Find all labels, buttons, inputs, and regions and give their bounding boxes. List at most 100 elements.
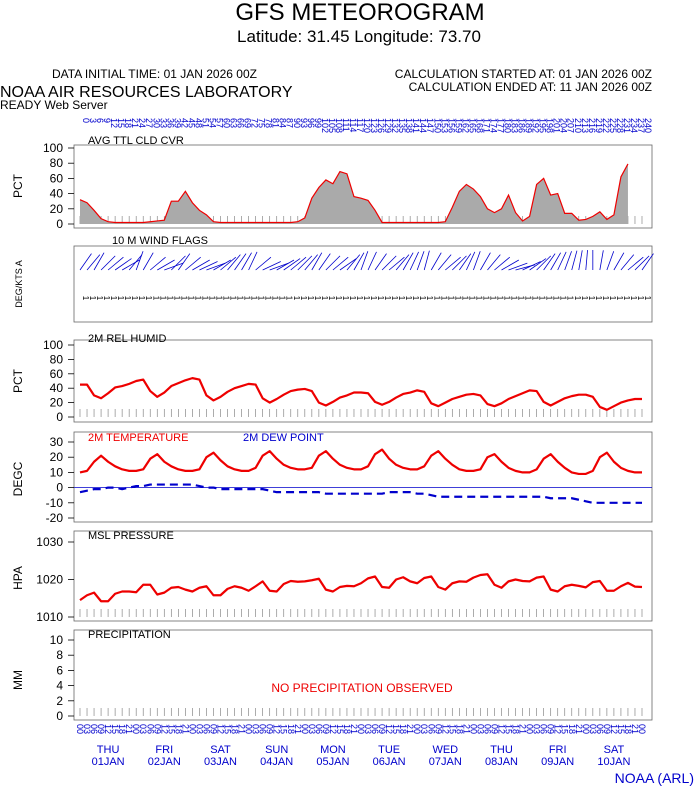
- pres-ytick-label: 1010: [36, 610, 63, 624]
- utc-hour-label: 00: [300, 724, 310, 734]
- wind-speed-label: 1: [517, 296, 526, 301]
- top-hour-label: 72: [250, 118, 260, 128]
- wind-flag: [606, 251, 615, 271]
- wind-flag: [473, 251, 481, 271]
- precip-panel-title: PRECIPITATION: [88, 629, 171, 641]
- wind-speed-label: 1: [109, 296, 118, 301]
- wind-speed-label: 1: [292, 296, 301, 301]
- wind-speed-label: 1: [467, 296, 476, 301]
- wind-flag: [564, 251, 572, 271]
- cloud-area: [80, 163, 628, 224]
- wind-flag: [423, 250, 430, 271]
- wind-flag: [416, 251, 425, 271]
- wind-flag: [409, 251, 419, 271]
- wind-speed-label: 1: [193, 296, 202, 301]
- wind-flag: [262, 261, 281, 271]
- rh-panel-title: 2M REL HUMID: [88, 333, 166, 345]
- wind-speed-label: 1: [643, 296, 652, 301]
- calc-started: CALCULATION STARTED AT: 01 JAN 2026 00Z: [395, 67, 652, 81]
- utc-hour-label: 09: [602, 724, 612, 734]
- day-weekday-label: FRI: [549, 744, 567, 756]
- top-hour-label: 135: [397, 118, 407, 133]
- cloud-ytick-label: 20: [50, 202, 64, 216]
- utc-hour-label: 03: [475, 724, 485, 734]
- bottom-time-axis: 0003060912151821000306091215182100030609…: [75, 724, 647, 768]
- wind-flag: [613, 252, 625, 271]
- top-hour-label: 57: [214, 118, 224, 128]
- utc-hour-label: 06: [201, 724, 211, 734]
- wind-flag: [395, 254, 410, 271]
- wind-speed-label: 1: [172, 296, 181, 301]
- wind-flag: [529, 258, 547, 271]
- wind-speed-label: 1: [580, 296, 589, 301]
- wind-speed-label: 1: [81, 296, 90, 301]
- wind-flag: [171, 255, 186, 271]
- wind-speed-label: 1: [243, 296, 252, 301]
- wind-speed-label: 1: [278, 296, 287, 301]
- utc-hour-label: 12: [103, 724, 113, 734]
- top-hour-label: 219: [594, 118, 604, 133]
- wind-flag: [192, 259, 210, 271]
- utc-hour-label: 06: [145, 724, 155, 734]
- day-weekday-label: SAT: [604, 744, 625, 756]
- top-hour-label: 102: [320, 118, 330, 133]
- utc-hour-label: 09: [546, 724, 556, 734]
- wind-flag: [234, 253, 247, 271]
- utc-hour-label: 06: [370, 724, 380, 734]
- top-hour-label: 36: [165, 118, 175, 128]
- top-hour-label: 42: [179, 118, 189, 128]
- precip-ylabel: MM: [11, 670, 25, 690]
- utc-hour-label: 21: [293, 724, 303, 734]
- wind-speed-label: 1: [418, 296, 427, 301]
- wind-flag: [248, 251, 258, 271]
- wind-speed-label: 1: [397, 296, 406, 301]
- day-weekday-label: TUE: [378, 744, 400, 756]
- pressure-line: [79, 573, 643, 603]
- wind-speed-label: 1: [622, 296, 631, 301]
- top-hour-label: 12: [109, 118, 119, 128]
- wind-speed-label: 1: [573, 296, 582, 301]
- wind-flag: [536, 255, 552, 271]
- top-hour-label: 108: [334, 118, 344, 133]
- wind-flag: [114, 258, 132, 271]
- wind-flag: [135, 251, 144, 271]
- wind-speed-label: 1: [601, 296, 610, 301]
- top-hour-label: 27: [144, 118, 154, 128]
- wind-flag: [100, 255, 116, 271]
- wind-flag: [634, 255, 650, 271]
- wind-flag: [290, 256, 307, 271]
- wind-flag: [620, 254, 635, 271]
- top-hour-label: 189: [524, 118, 534, 133]
- utc-hour-label: 12: [328, 724, 338, 734]
- day-date-label: 10JAN: [597, 756, 630, 768]
- utc-hour-label: 18: [286, 724, 296, 734]
- wind-flag: [480, 252, 491, 271]
- top-hour-label: 225: [608, 118, 618, 133]
- utc-hour-label: 12: [553, 724, 563, 734]
- utc-hour-label: 06: [258, 724, 268, 734]
- wind-speed-label: 1: [116, 296, 125, 301]
- wind-speed-label: 1: [362, 296, 371, 301]
- top-hour-label: 222: [601, 118, 611, 133]
- wind-speed-label: 1: [636, 296, 645, 301]
- wind-flag: [627, 256, 644, 271]
- wind-speed-label: 1: [137, 296, 146, 301]
- pres-panel-title: MSL PRESSURE: [88, 530, 174, 542]
- wind-flag: [227, 254, 241, 271]
- cloud-panel-title: AVG TTL CLD CVR: [88, 135, 184, 147]
- top-hour-label: 213: [580, 118, 590, 133]
- wind-speed-label: 1: [538, 296, 547, 301]
- plot-layer: 0204060801001111111111111111111111111111…: [36, 141, 654, 723]
- wind-speed-label: 1: [88, 296, 97, 301]
- wind-flag: [487, 254, 501, 271]
- rh-ytick-label: 100: [43, 338, 63, 352]
- top-hour-label: 51: [200, 118, 210, 128]
- wind-flag: [213, 259, 231, 271]
- utc-hour-label: 12: [497, 724, 507, 734]
- top-hour-label: 153: [439, 118, 449, 133]
- utc-hour-label: 09: [321, 724, 331, 734]
- data-initial-time: DATA INITIAL TIME: 01 JAN 2026 00Z: [52, 67, 257, 81]
- wind-flag: [367, 251, 377, 271]
- top-hour-label: 162: [460, 118, 470, 133]
